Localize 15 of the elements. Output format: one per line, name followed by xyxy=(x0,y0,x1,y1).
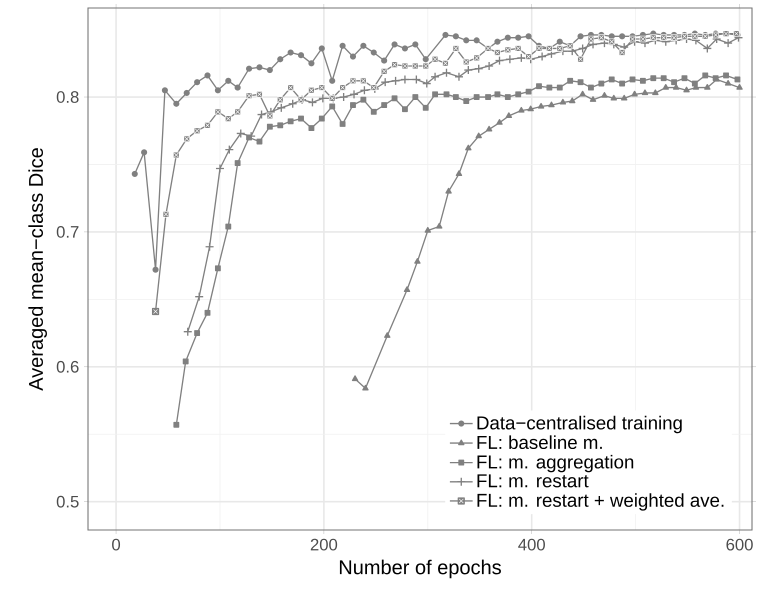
legend-label: FL: m. restart + weighted ave. xyxy=(478,493,724,511)
legend-label: FL: m. aggregation xyxy=(478,454,634,472)
x-tick-label: 400 xyxy=(518,538,545,551)
x-tick-label: 200 xyxy=(310,538,338,551)
x-tick-label: 0 xyxy=(112,538,120,551)
y-tick-label: 0.5 xyxy=(56,496,79,508)
x-axis-title: Number of epochs xyxy=(340,560,501,578)
x-tick-label: 600 xyxy=(726,538,753,551)
y-tick-label: 0.6 xyxy=(56,360,79,373)
y-tick-label: 0.8 xyxy=(56,91,79,103)
y-axis-title: Averaged mean−class Dice xyxy=(28,148,47,391)
legend-label: Data−centralised training xyxy=(478,416,682,434)
y-tick-label: 0.7 xyxy=(56,226,78,238)
legend-label: FL: baseline m. xyxy=(478,435,602,450)
legend-label: FL: m. restart xyxy=(478,474,589,488)
